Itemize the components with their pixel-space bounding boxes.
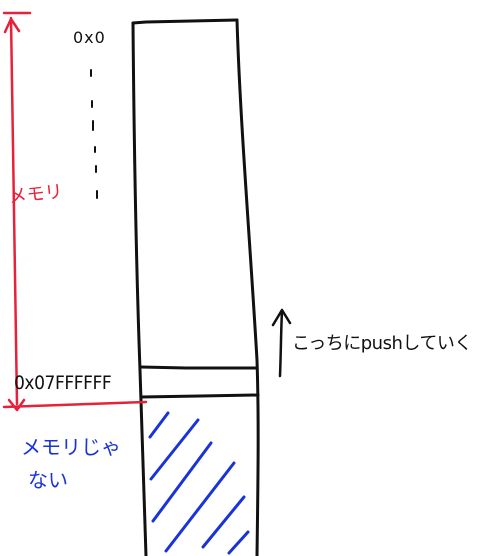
memory-range-top-arrow [3,17,21,34]
address-bottom-label: 0x07FFFFFF [14,372,112,394]
stack-top-line [139,365,259,370]
not-memory-label-line2: ない [28,468,68,492]
memory-range-bracket [2,11,148,412]
not-memory-label-line1: メモリじゃ [21,435,121,459]
push-arrow [271,308,292,378]
address-top-label: 0x0 [73,28,106,47]
memory-column [131,18,260,556]
column-top-edge [131,18,239,25]
push-direction-label: こっちにpushしていく [292,333,472,354]
ellipsis-dots [90,69,98,199]
column-left-edge [131,21,148,556]
not-memory-hatching [148,411,250,555]
memory-range-bottom-tick [2,400,148,409]
memory-range-bottom-arrow [7,398,26,412]
memory-range-line [9,16,19,406]
stack-boundary-line [139,393,260,399]
column-right-edge [235,18,260,556]
